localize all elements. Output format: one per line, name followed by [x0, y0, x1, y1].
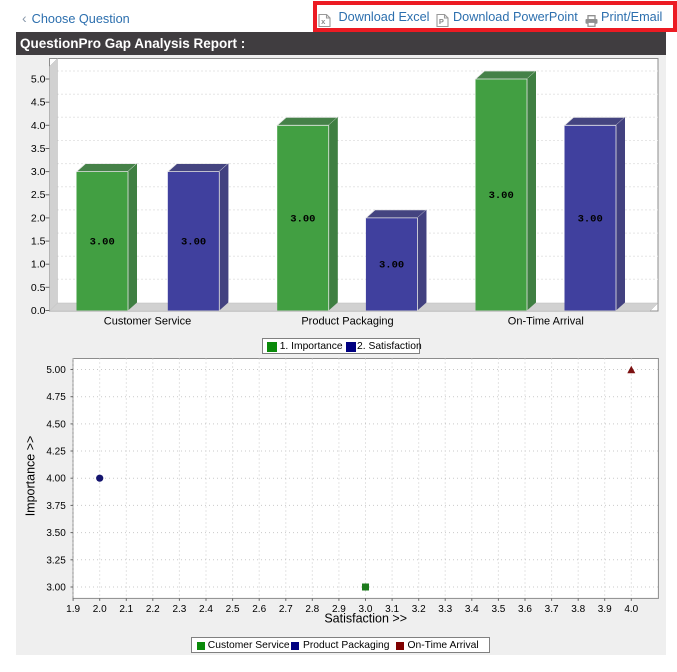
svg-text:Customer Service: Customer Service [104, 316, 191, 328]
svg-text:3.50: 3.50 [46, 528, 66, 539]
svg-text:4.00: 4.00 [46, 474, 66, 485]
svg-text:4.5: 4.5 [31, 97, 46, 109]
svg-text:3.3: 3.3 [438, 604, 452, 615]
svg-text:5.0: 5.0 [31, 74, 46, 86]
svg-text:2.0: 2.0 [93, 604, 107, 615]
svg-text:0.5: 0.5 [31, 282, 46, 294]
svg-text:2.7: 2.7 [279, 604, 293, 615]
svg-text:3.00: 3.00 [379, 260, 404, 272]
svg-text:3.25: 3.25 [46, 555, 66, 566]
svg-text:2.3: 2.3 [172, 604, 186, 615]
svg-text:3.2: 3.2 [412, 604, 426, 615]
svg-text:4.0: 4.0 [624, 604, 638, 615]
svg-text:2.5: 2.5 [226, 604, 240, 615]
svg-text:4.25: 4.25 [46, 447, 66, 458]
svg-text:2.8: 2.8 [305, 604, 319, 615]
svg-text:3.00: 3.00 [290, 213, 315, 225]
svg-text:0.0: 0.0 [31, 305, 46, 317]
svg-text:5.00: 5.00 [46, 365, 66, 376]
svg-text:3.4: 3.4 [465, 604, 479, 615]
svg-text:3.1: 3.1 [385, 604, 399, 615]
svg-text:3.00: 3.00 [46, 583, 66, 594]
svg-text:P: P [438, 17, 443, 26]
svg-text:Importance >>: Importance >> [24, 436, 38, 517]
svg-text:2.1: 2.1 [119, 604, 133, 615]
svg-text:4.0: 4.0 [31, 120, 46, 132]
svg-text:2.0: 2.0 [31, 212, 46, 224]
svg-text:On-Time Arrival: On-Time Arrival [508, 316, 584, 328]
svg-text:3.00: 3.00 [578, 213, 603, 225]
svg-text:3.75: 3.75 [46, 501, 66, 512]
svg-text:Product Packaging: Product Packaging [301, 316, 393, 328]
svg-text:Satisfaction >>: Satisfaction >> [324, 612, 407, 626]
svg-text:1.9: 1.9 [66, 604, 80, 615]
svg-text:3.00: 3.00 [489, 190, 514, 202]
svg-text:3.5: 3.5 [491, 604, 505, 615]
svg-text:3.8: 3.8 [571, 604, 585, 615]
svg-text:3.9: 3.9 [598, 604, 612, 615]
svg-text:3.0: 3.0 [31, 166, 46, 178]
svg-text:x: x [321, 17, 326, 26]
svg-text:1.0: 1.0 [31, 259, 46, 271]
svg-text:3.0: 3.0 [359, 604, 373, 615]
svg-text:3.5: 3.5 [31, 143, 46, 155]
svg-text:2.5: 2.5 [31, 189, 46, 201]
svg-text:4.50: 4.50 [46, 419, 66, 430]
svg-text:3.6: 3.6 [518, 604, 532, 615]
svg-text:4.75: 4.75 [46, 392, 66, 403]
svg-text:2.2: 2.2 [146, 604, 160, 615]
svg-text:2.6: 2.6 [252, 604, 266, 615]
svg-text:3.00: 3.00 [90, 237, 115, 249]
svg-text:3.7: 3.7 [545, 604, 559, 615]
svg-text:2.4: 2.4 [199, 604, 213, 615]
svg-text:1.5: 1.5 [31, 236, 46, 248]
svg-text:2.9: 2.9 [332, 604, 346, 615]
svg-text:3.00: 3.00 [181, 237, 206, 249]
